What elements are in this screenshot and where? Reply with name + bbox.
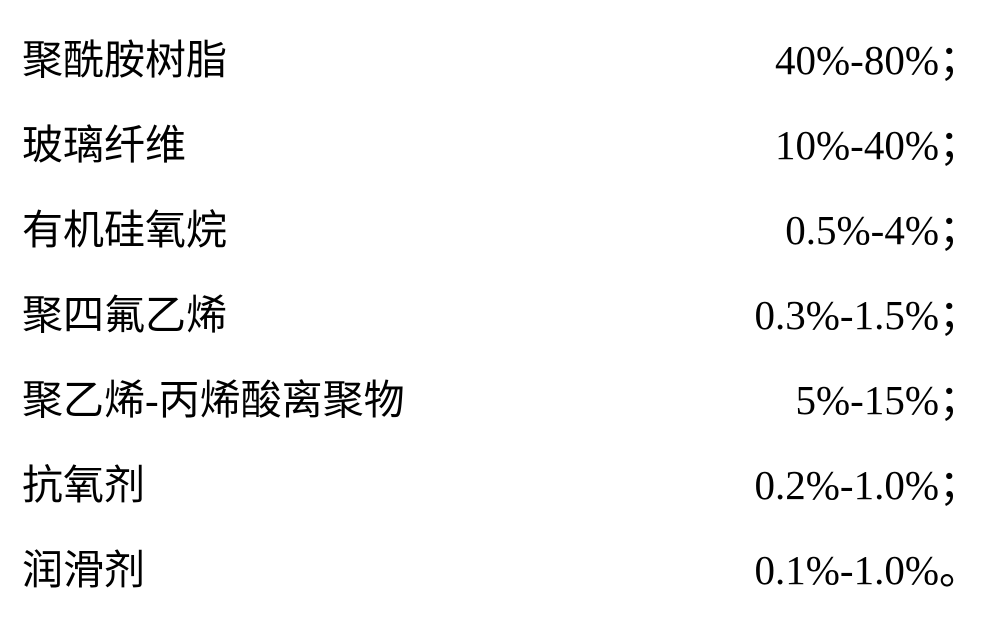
ingredient-label: 聚乙烯-丙烯酸离聚物 xyxy=(22,358,405,443)
ingredient-value: 0.1%-1.0% xyxy=(755,547,939,593)
ingredient-label: 聚酰胺树脂 xyxy=(22,18,227,103)
ingredient-value: 0.3%-1.5% xyxy=(755,292,939,338)
ingredient-value: 0.5%-4% xyxy=(785,207,939,253)
table-row: 润滑剂 0.1%-1.0%。 xyxy=(22,528,980,613)
composition-table: 聚酰胺树脂 40%-80%； 玻璃纤维 10%-40%； 有机硅氧烷 0.5%-… xyxy=(0,0,1000,633)
ingredient-value: 10%-40% xyxy=(775,122,939,168)
ingredient-label: 聚四氟乙烯 xyxy=(22,273,227,358)
ingredient-label: 润滑剂 xyxy=(22,528,145,613)
row-punct: ； xyxy=(939,462,980,508)
table-row: 聚酰胺树脂 40%-80%； xyxy=(22,18,980,103)
ingredient-value-cell: 0.5%-4%； xyxy=(785,188,980,282)
table-row: 聚四氟乙烯 0.3%-1.5%； xyxy=(22,273,980,358)
table-row: 有机硅氧烷 0.5%-4%； xyxy=(22,188,980,273)
ingredient-value: 40%-80% xyxy=(775,37,939,83)
table-row: 玻璃纤维 10%-40%； xyxy=(22,103,980,188)
ingredient-value: 5%-15% xyxy=(796,377,939,423)
row-punct: 。 xyxy=(939,547,980,593)
row-punct: ； xyxy=(939,37,980,83)
ingredient-label: 抗氧剂 xyxy=(22,443,145,528)
ingredient-label: 有机硅氧烷 xyxy=(22,188,227,273)
ingredient-value-cell: 5%-15%； xyxy=(796,358,980,452)
table-row: 聚乙烯-丙烯酸离聚物 5%-15%； xyxy=(22,358,980,443)
row-punct: ； xyxy=(939,377,980,423)
ingredient-value-cell: 40%-80%； xyxy=(775,18,980,112)
table-row: 抗氧剂 0.2%-1.0%； xyxy=(22,443,980,528)
ingredient-value-cell: 10%-40%； xyxy=(775,103,980,197)
row-punct: ； xyxy=(939,292,980,338)
row-punct: ； xyxy=(939,207,980,253)
ingredient-value-cell: 0.2%-1.0%； xyxy=(755,443,980,537)
ingredient-value: 0.2%-1.0% xyxy=(755,462,939,508)
ingredient-value-cell: 0.3%-1.5%； xyxy=(755,273,980,367)
ingredient-value-cell: 0.1%-1.0%。 xyxy=(755,528,980,622)
ingredient-label: 玻璃纤维 xyxy=(22,103,186,188)
row-punct: ； xyxy=(939,122,980,168)
